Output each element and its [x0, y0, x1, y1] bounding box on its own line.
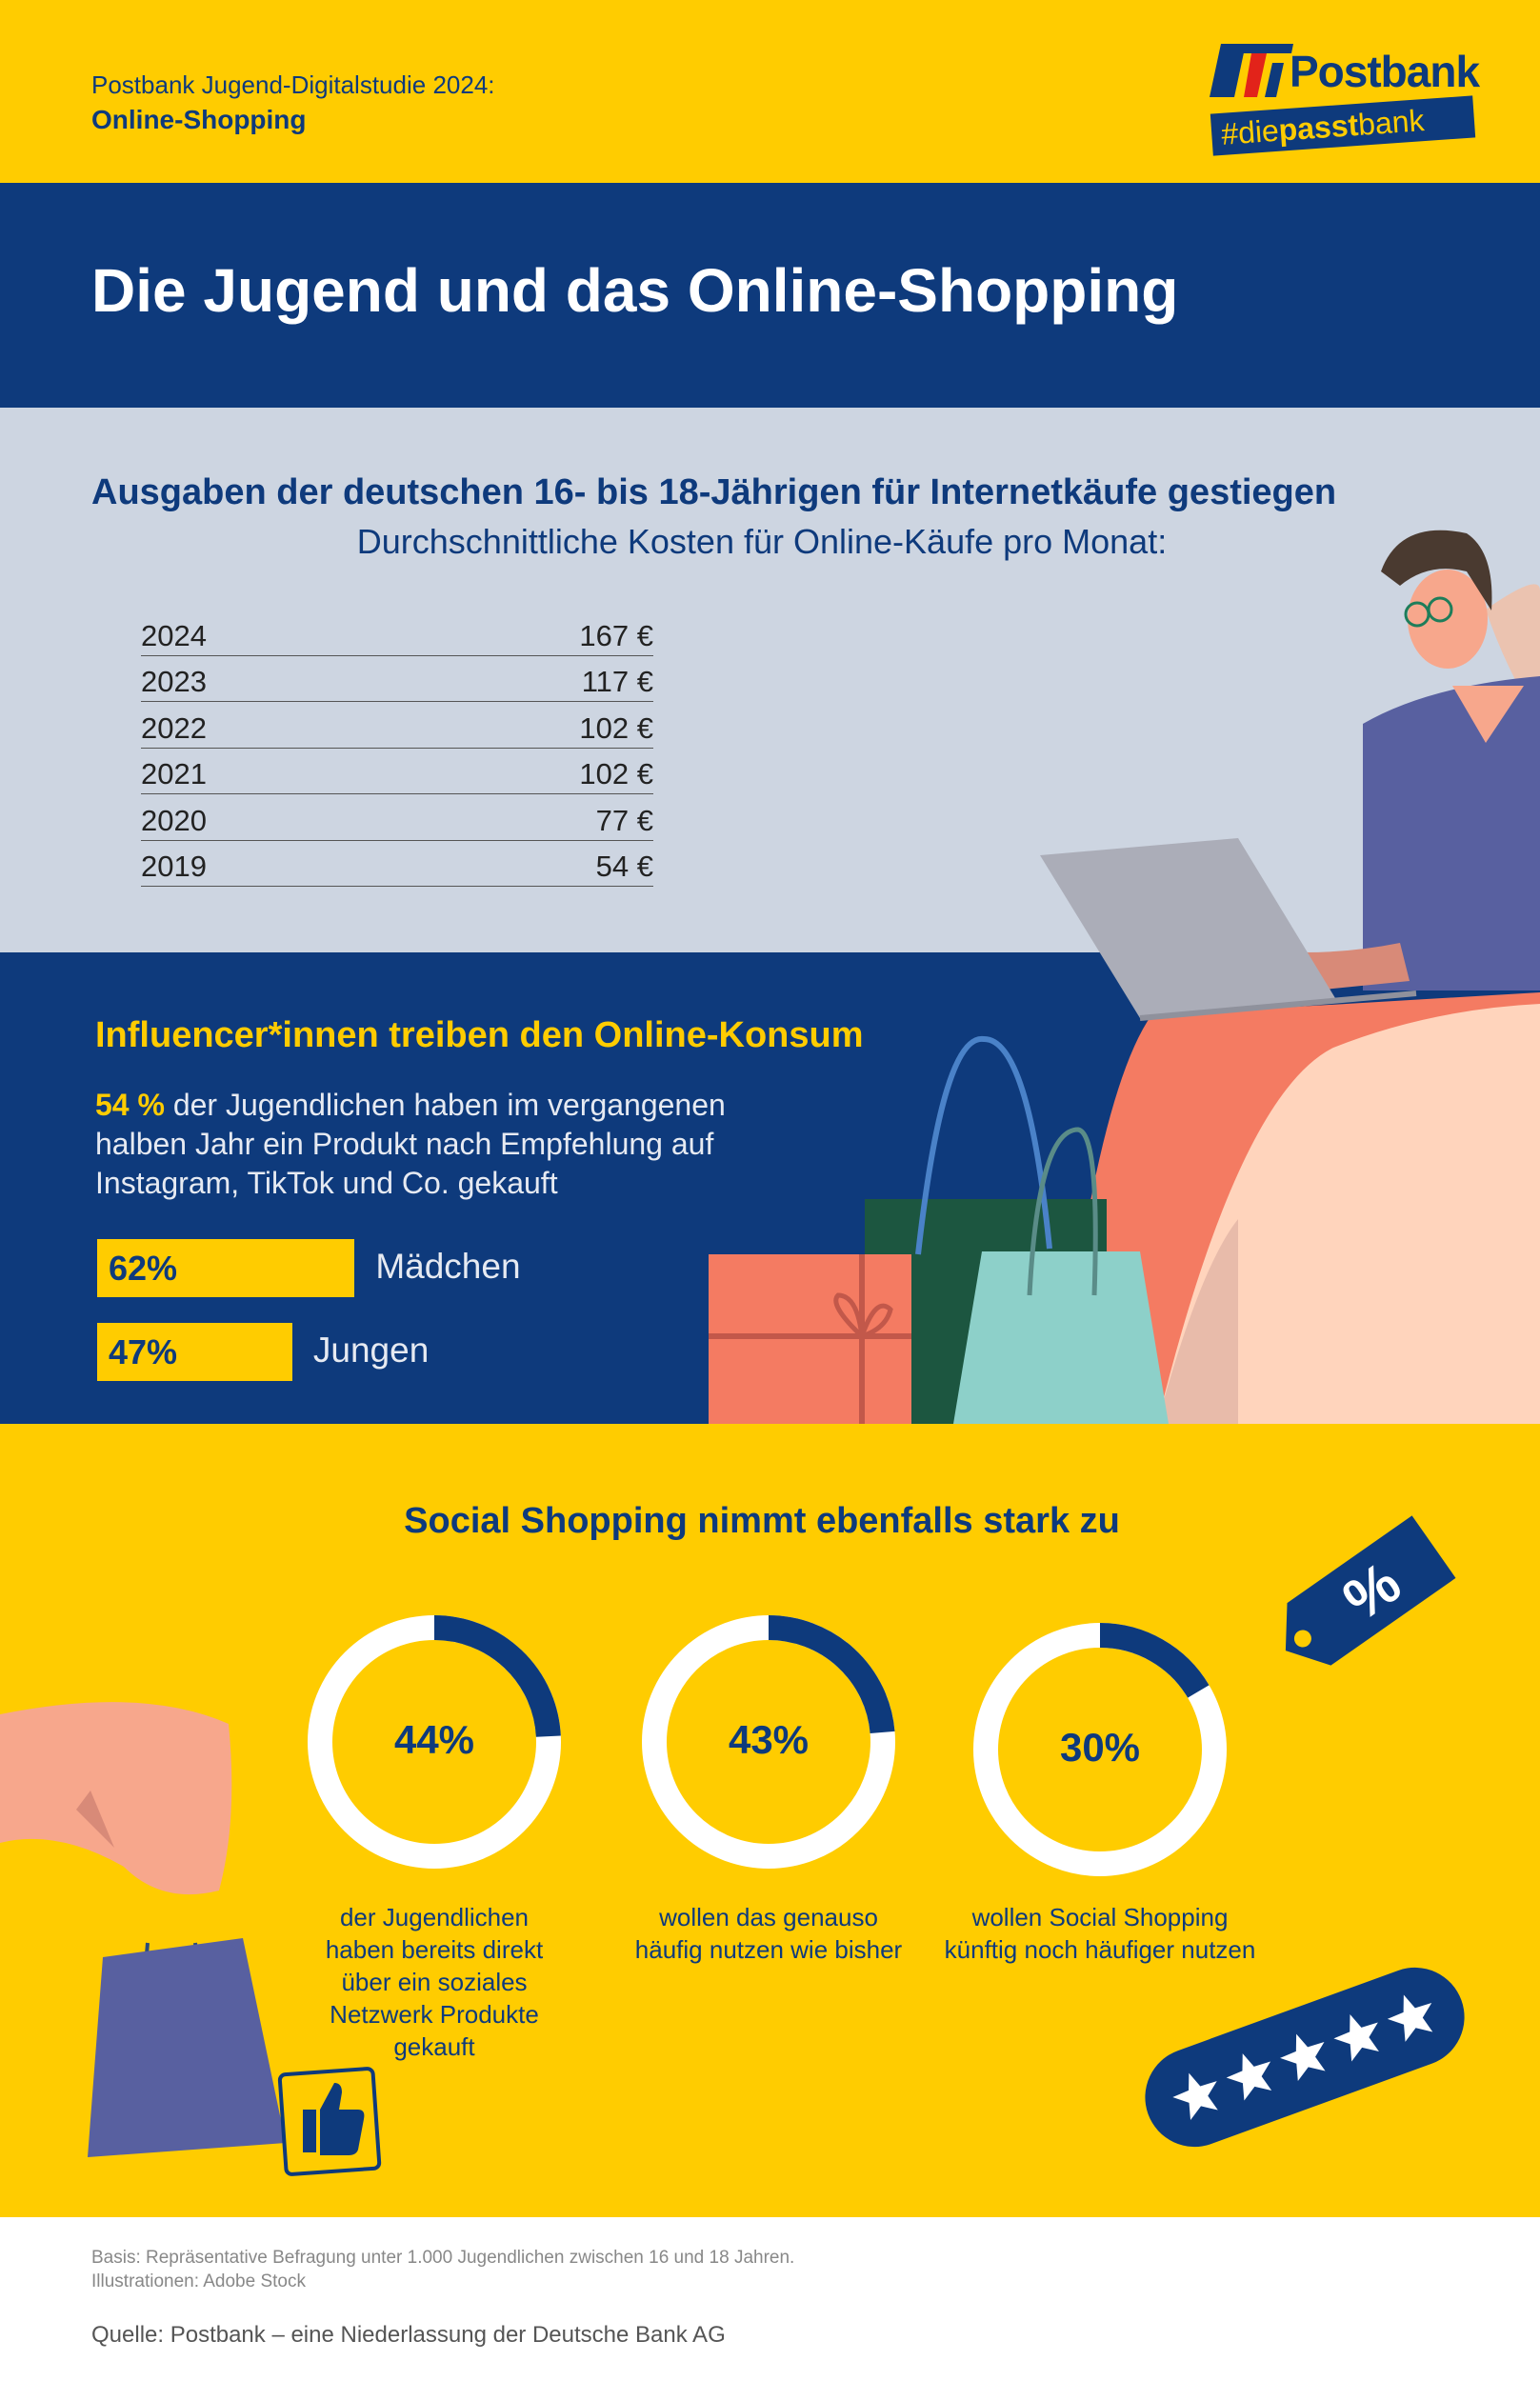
table-row: 2024 167 €	[141, 610, 653, 656]
donut-value: 43%	[728, 1717, 810, 1762]
year-cell: 2022	[141, 710, 207, 745]
postbank-logo-icon	[1210, 44, 1293, 97]
hand	[0, 1702, 232, 1895]
teal-bag	[953, 1251, 1169, 1424]
year-cell: 2021	[141, 757, 207, 790]
hair	[1381, 530, 1492, 610]
laptop-icon	[1040, 838, 1335, 1018]
influencer-body: der Jugendlichen haben im vergangenen ha…	[95, 1088, 726, 1200]
table-row: 2020 77 €	[141, 794, 653, 841]
donut-arc	[308, 1615, 561, 1869]
amount-cell: 102 €	[579, 757, 653, 790]
percent-bar: 62%	[97, 1239, 355, 1297]
table-row: 2021 102 €	[141, 749, 653, 794]
person-laptop-illustration	[709, 530, 1540, 1424]
footnote: Basis: Repräsentative Befragung unter 1.…	[91, 2246, 794, 2293]
spending-table: 2024 167 € 2023 117 € 2022 102 € 2021 102 € 2020…	[141, 610, 653, 887]
donut-arc	[973, 1623, 1227, 1876]
brand-name: Postbank	[1290, 47, 1480, 96]
percent-bar: 47%	[97, 1323, 292, 1381]
study-topic: Online-Shopping	[91, 105, 307, 134]
star-icon	[1280, 2033, 1326, 2081]
amount-cell: 77 €	[595, 803, 653, 837]
source-note: Quelle: Postbank – eine Niederlassung de…	[91, 2322, 726, 2348]
donut-chart	[308, 1615, 561, 1869]
shopping-bag-icon	[88, 1938, 286, 2157]
star-icon	[1226, 2053, 1272, 2101]
knee	[1157, 1004, 1540, 1424]
donut-chart	[973, 1623, 1227, 1876]
amount-cell: 167 €	[579, 618, 653, 652]
spending-heading: Ausgaben der deutschen 16- bis 18-Jährig…	[91, 472, 1337, 512]
title-band	[0, 183, 1540, 408]
illustration-credit: Illustrationen: Adobe Stock	[91, 2271, 306, 2291]
hand-bag-illustration	[0, 1702, 382, 2176]
donut-arc	[642, 1615, 895, 1869]
star-icon	[1333, 2014, 1379, 2062]
donut-value: 44%	[393, 1717, 475, 1762]
donut-chart	[642, 1615, 895, 1869]
donut-caption: wollen das genauso häufig nutzen wie bis…	[634, 1903, 903, 1964]
table-row: 2019 54 €	[141, 841, 653, 887]
highlight-percent: 54 %	[95, 1088, 165, 1122]
year-cell: 2019	[141, 850, 207, 883]
influencer-text: 54 % der Jugendlichen haben im vergangen…	[95, 1086, 781, 1203]
header-band	[0, 0, 1540, 183]
amount-cell: 117 €	[581, 665, 653, 698]
basis-note: Basis: Repräsentative Befragung unter 1.…	[91, 2248, 795, 2268]
shirt	[1363, 676, 1540, 990]
bar-label: Mädchen	[375, 1247, 521, 1286]
star-icon	[1387, 1994, 1433, 2042]
star-icon	[1172, 2072, 1218, 2121]
table-row: 2022 102 €	[141, 702, 653, 749]
donut-value: 30%	[1059, 1725, 1141, 1770]
year-cell: 2024	[141, 618, 207, 652]
spending-section	[0, 408, 1540, 952]
social-heading: Social Shopping nimmt ebenfalls stark zu	[404, 1501, 1120, 1541]
table-row: 2023 117 €	[141, 656, 653, 702]
amount-cell: 54 €	[595, 850, 653, 883]
page-title: Die Jugend und das Online-Shopping	[91, 256, 1179, 325]
five-star-rating-icon	[1145, 1967, 1465, 2148]
bar-label: Jungen	[312, 1331, 430, 1370]
donut-caption: der Jugendlichen haben bereits direkt üb…	[325, 1903, 544, 2061]
study-name: Postbank Jugend-Digitalstudie 2024:	[91, 70, 495, 99]
year-cell: 2020	[141, 803, 207, 837]
year-cell: 2023	[141, 665, 207, 698]
donut-caption: wollen Social Shopping künftig noch häuf…	[944, 1903, 1256, 1964]
percent-tag-icon: %	[1285, 1515, 1456, 1666]
influencer-heading: Influencer*innen treiben den Online-Kons…	[95, 1015, 864, 1055]
spending-subheading: Durchschnittliche Kosten für Online-Käuf…	[356, 522, 1168, 561]
amount-cell: 102 €	[579, 710, 653, 745]
